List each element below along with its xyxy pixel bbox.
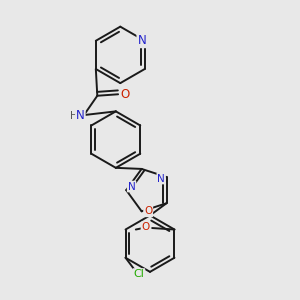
Text: O: O <box>120 88 129 101</box>
Text: N: N <box>76 109 85 122</box>
Text: H: H <box>70 111 77 121</box>
Text: N: N <box>128 182 135 192</box>
Text: N: N <box>137 34 146 47</box>
Text: O: O <box>142 222 150 233</box>
Text: Cl: Cl <box>134 269 144 279</box>
Text: O: O <box>144 206 152 216</box>
Text: N: N <box>157 173 165 184</box>
